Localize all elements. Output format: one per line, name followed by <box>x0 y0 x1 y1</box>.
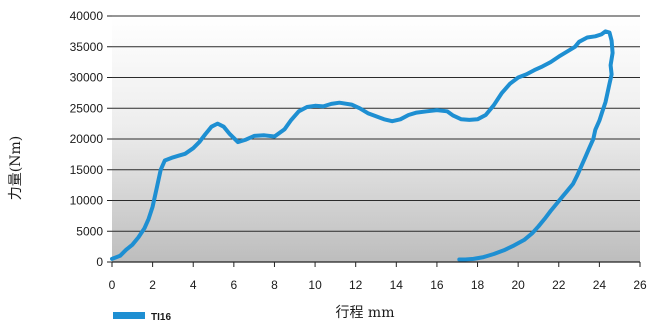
y-tick-label: 0 <box>96 255 103 269</box>
x-axis-ticks: 0 2 4 6 8 10 12 14 16 18 20 22 24 26 <box>109 262 647 292</box>
x-tick-label: 2 <box>149 278 156 292</box>
legend: TI16 <box>113 312 171 321</box>
x-tick-label: 22 <box>552 278 566 292</box>
series-line <box>110 29 615 262</box>
x-tick-label: 8 <box>271 278 278 292</box>
y-tick-label: 40000 <box>70 9 104 23</box>
x-tick-label: 24 <box>593 278 607 292</box>
y-tick-label: 25000 <box>70 101 104 115</box>
x-axis-title: 行程 mm <box>335 305 394 321</box>
y-tick-label: 15000 <box>70 163 104 177</box>
series-group <box>110 29 615 262</box>
y-tick-label: 30000 <box>70 71 104 85</box>
y-axis-ticks: 0 5000 10000 15000 20000 25000 30000 35000 40000 <box>70 9 112 269</box>
x-tick-label: 12 <box>349 278 363 292</box>
x-tick-label: 10 <box>308 278 322 292</box>
legend-swatch <box>113 312 145 319</box>
y-tick-label: 35000 <box>70 40 104 54</box>
legend-label: TI16 <box>151 312 171 321</box>
x-tick-label: 6 <box>231 278 238 292</box>
y-axis-title: 力量(Nm) <box>8 136 24 200</box>
x-tick-label: 4 <box>190 278 197 292</box>
y-tick-label: 10000 <box>70 194 104 208</box>
x-tick-label: 20 <box>511 278 525 292</box>
x-tick-label: 0 <box>109 278 116 292</box>
y-tick-label: 20000 <box>70 132 104 146</box>
y-tick-label: 5000 <box>76 224 103 238</box>
x-tick-label: 16 <box>430 278 444 292</box>
x-tick-label: 26 <box>633 278 647 292</box>
x-tick-label: 18 <box>471 278 485 292</box>
x-tick-label: 14 <box>390 278 404 292</box>
